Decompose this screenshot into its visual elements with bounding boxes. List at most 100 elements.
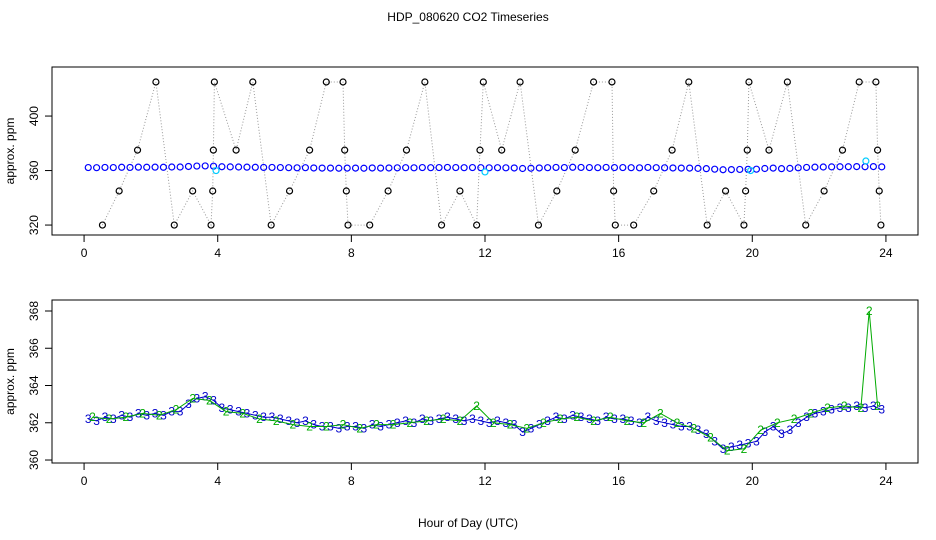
data-point (745, 78, 753, 86)
data-point (660, 164, 669, 172)
data-point: 2 (574, 410, 581, 424)
data-point (493, 164, 502, 172)
data-point (243, 163, 251, 171)
data-point (385, 164, 393, 172)
data-point: 3 (118, 408, 125, 422)
data-point (765, 146, 773, 154)
data-point: 3 (528, 421, 535, 435)
data-point (376, 164, 385, 172)
data-point (650, 187, 658, 195)
data-point (351, 164, 360, 172)
data-point: 2 (841, 399, 848, 413)
data-point: 3 (135, 406, 142, 420)
data-point: 2 (306, 419, 313, 433)
data-point (421, 78, 429, 86)
data-point (477, 164, 485, 172)
data-point (811, 163, 819, 171)
data-point (861, 163, 869, 171)
data-point (747, 166, 755, 175)
data-point (218, 163, 226, 171)
data-point: 3 (177, 405, 184, 419)
data-point (668, 146, 676, 154)
data-point (234, 163, 243, 171)
data-point (410, 164, 418, 172)
data-point: 3 (611, 412, 618, 426)
data-point: 3 (352, 419, 359, 433)
data-point (476, 146, 484, 154)
data-point: 3 (695, 423, 702, 437)
data-point (305, 146, 314, 154)
y-tick-label: 364 (27, 375, 41, 395)
data-point: 3 (511, 418, 518, 432)
data-point: 2 (206, 393, 213, 407)
data-point (159, 163, 168, 171)
data-point: 3 (160, 408, 167, 422)
data-point: 3 (795, 416, 802, 430)
y-tick-label: 320 (27, 215, 41, 235)
data-point: 3 (127, 410, 134, 424)
plot-frame (51, 299, 919, 464)
data-point: 2 (858, 401, 865, 415)
data-point: 2 (607, 410, 614, 424)
data-point (115, 187, 123, 195)
data-point: 2 (390, 418, 397, 432)
figure-title: HDP_080620 CO2 Timeseries (387, 10, 548, 24)
data-point (134, 163, 142, 171)
data-point: 3 (720, 442, 727, 456)
data-point (212, 166, 220, 175)
data-point (93, 164, 101, 172)
data-point (339, 78, 347, 86)
data-point: 2 (624, 414, 631, 428)
data-point (301, 164, 310, 172)
data-point (310, 164, 318, 172)
data-point (485, 164, 493, 172)
data-point: 2 (690, 421, 697, 435)
data-point: 3 (152, 406, 159, 420)
data-point (589, 78, 598, 86)
data-point: 3 (803, 410, 810, 424)
data-point: 2 (866, 304, 873, 318)
data-point: 3 (110, 412, 117, 426)
data-point: 3 (244, 406, 251, 420)
data-point (468, 163, 477, 172)
data-point (802, 221, 810, 229)
data-point (322, 78, 330, 86)
x-tick-label: 4 (214, 474, 221, 488)
data-point: 3 (477, 414, 484, 428)
data-point (518, 164, 527, 173)
data-point: 2 (406, 416, 413, 430)
data-point (677, 164, 685, 172)
data-point (251, 163, 259, 171)
data-point (418, 163, 426, 172)
data-point (435, 163, 443, 172)
data-point (743, 146, 751, 154)
data-point (249, 78, 257, 86)
data-point: 3 (444, 410, 451, 424)
data-point (210, 78, 218, 86)
data-point (553, 187, 561, 195)
data-point: 3 (361, 421, 368, 435)
data-point (201, 162, 209, 170)
data-point (652, 164, 660, 172)
data-point (452, 163, 460, 172)
data-point: 2 (290, 418, 297, 432)
data-point: 3 (569, 408, 576, 422)
data-point: 3 (686, 419, 693, 433)
x-tick-label: 8 (348, 246, 355, 260)
data-point (473, 221, 481, 229)
x-tick-label: 24 (879, 474, 893, 488)
data-point: 2 (540, 416, 547, 430)
data-point (610, 163, 619, 172)
data-point (143, 163, 151, 171)
data-point (694, 164, 702, 172)
data-point: 3 (227, 403, 234, 417)
data-point: 2 (423, 414, 430, 428)
data-point (151, 163, 159, 171)
data-point (721, 187, 730, 195)
data-point: 3 (728, 440, 735, 454)
data-point: 3 (302, 414, 309, 428)
data-point: 3 (753, 434, 760, 448)
data-point (644, 163, 652, 172)
data-point (184, 162, 193, 171)
data-point: 3 (820, 405, 827, 419)
